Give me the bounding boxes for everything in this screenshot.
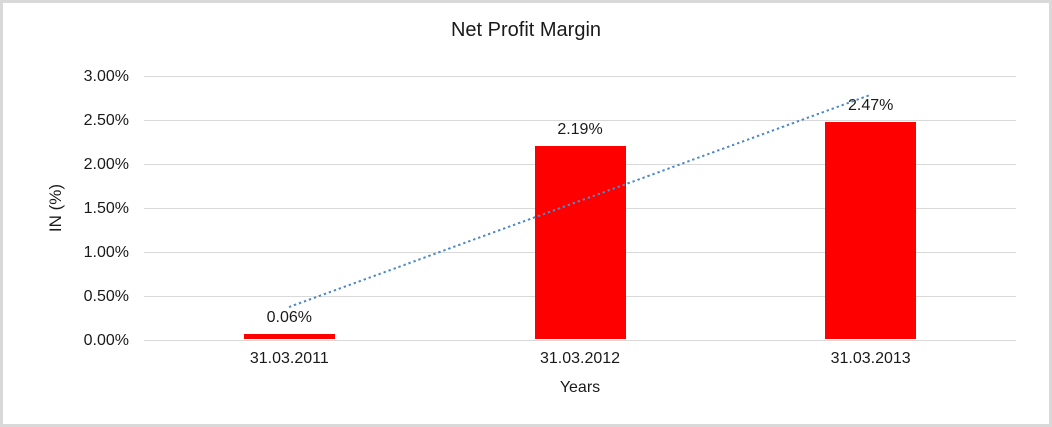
y-tick-label: 0.00%	[83, 332, 129, 349]
gridline	[144, 120, 1016, 121]
y-tick-label: 1.00%	[83, 244, 129, 261]
gridline	[144, 340, 1016, 341]
chart-title: Net Profit Margin	[450, 19, 602, 41]
bar[interactable]	[534, 146, 626, 339]
bar-data-label: 2.19%	[557, 121, 603, 139]
x-tick-label: 31.03.2011	[249, 350, 329, 367]
gridline	[144, 76, 1016, 77]
y-tick-label: 2.00%	[83, 156, 129, 173]
x-axis-title: Years	[559, 379, 601, 396]
y-tick-label: 1.50%	[83, 200, 129, 217]
bar[interactable]	[243, 333, 335, 339]
plot-area	[144, 76, 1016, 341]
y-tick-label: 0.50%	[83, 288, 129, 305]
y-tick-label: 3.00%	[83, 68, 129, 85]
bar-data-label: 0.06%	[266, 308, 313, 326]
y-tick-label: 2.50%	[83, 112, 129, 129]
x-tick-label: 31.03.2013	[830, 350, 911, 367]
x-tick-label: 31.03.2012	[539, 350, 621, 367]
bar[interactable]	[825, 121, 917, 339]
bar-data-label: 2.47%	[847, 96, 894, 114]
